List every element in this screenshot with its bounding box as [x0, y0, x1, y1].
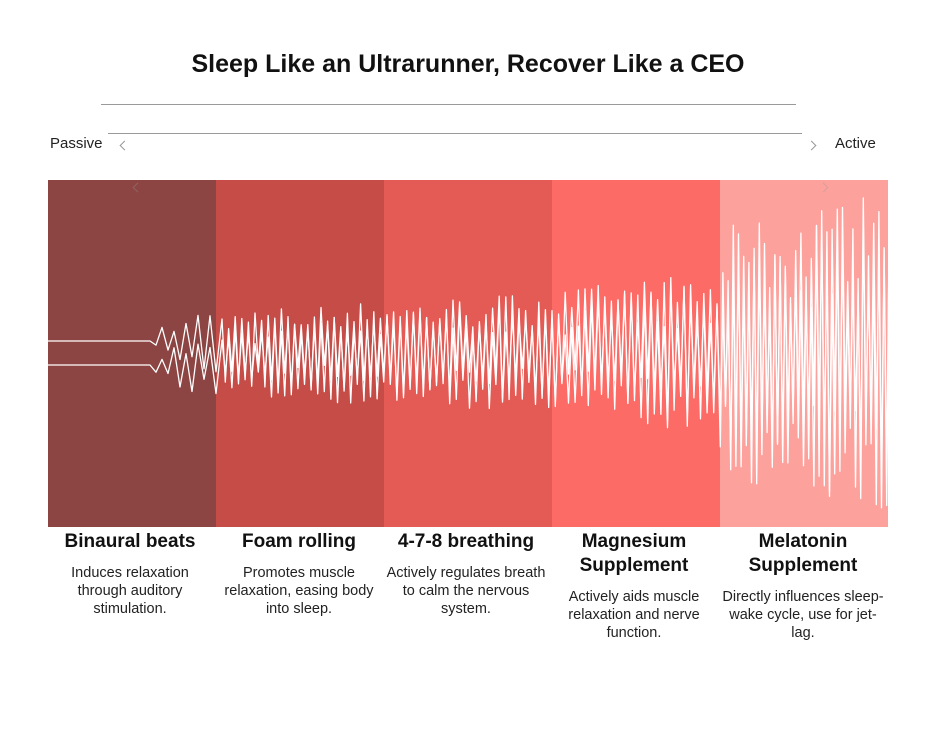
column-title: Foam rolling	[242, 531, 356, 552]
active-label: Active	[835, 135, 876, 152]
column-melatonin: Melatonin Supplement Directly influences…	[719, 530, 887, 642]
column-title: 4-7-8 breathing	[397, 531, 535, 552]
chevron-right-icon	[806, 140, 817, 151]
scale-line	[108, 133, 802, 134]
column-description: Actively aids muscle relaxation and nerv…	[568, 589, 700, 641]
column-foam-rolling: Foam rolling Promotes muscle relaxation,…	[215, 530, 383, 618]
column-binaural-beats: Binaural beats Induces relaxation throug…	[46, 530, 214, 618]
signal-waveform	[48, 197, 888, 509]
waveform-trace-b	[48, 208, 888, 507]
column-description: Actively regulates breath to calm the ne…	[386, 565, 546, 617]
title-divider	[101, 104, 796, 105]
waveform-trace-a	[48, 197, 888, 509]
band-binaural-beats	[48, 180, 216, 527]
column-description: Promotes muscle relaxation, easing body …	[224, 565, 374, 617]
column-breathing: 4-7-8 breathing Actively regulates breat…	[382, 530, 550, 618]
column-magnesium: Magnesium Supplement Actively aids muscl…	[550, 530, 718, 642]
column-title: Magnesium Supplement	[579, 531, 689, 576]
column-description: Induces relaxation through auditory stim…	[71, 565, 189, 617]
column-title: Binaural beats	[64, 531, 196, 552]
column-description: Directly influences sleep-wake cycle, us…	[722, 589, 884, 641]
page-title: Sleep Like an Ultrarunner, Recover Like …	[191, 50, 745, 78]
passive-label: Passive	[50, 135, 103, 152]
column-title: Melatonin Supplement	[748, 531, 858, 576]
chevron-left-icon	[119, 140, 130, 151]
